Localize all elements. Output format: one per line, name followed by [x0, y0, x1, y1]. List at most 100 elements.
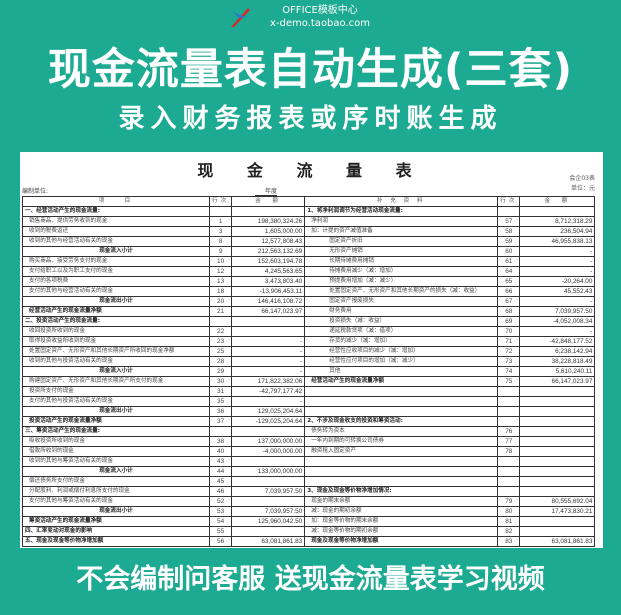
item-label[interactable]: 现金流出小计 — [22, 406, 210, 417]
line-number[interactable]: 45 — [208, 476, 233, 487]
amount[interactable]: 152,603,194.78 — [231, 256, 306, 267]
supplement-label[interactable]: 处置固定资产、无形资产和其他长期资产的损失（减：收益） — [304, 286, 499, 297]
line-number[interactable]: 79 — [497, 496, 521, 507]
line-number[interactable]: 77 — [497, 436, 521, 447]
line-number[interactable]: 36 — [208, 406, 233, 417]
amount[interactable]: - — [519, 296, 596, 307]
line-number[interactable]: 59 — [497, 236, 521, 247]
amount[interactable]: 63,081,861.83 — [231, 536, 306, 547]
line-number[interactable] — [497, 206, 521, 217]
amount[interactable]: 198,380,324.26 — [231, 216, 306, 227]
line-number[interactable]: 78 — [497, 446, 521, 457]
line-number[interactable] — [208, 426, 233, 437]
supplement-label[interactable] — [304, 466, 499, 477]
supplement-label[interactable]: 加：计提的资产减值准备 — [304, 226, 499, 237]
amount[interactable] — [519, 396, 596, 407]
line-number[interactable]: 43 — [208, 456, 233, 467]
amount[interactable] — [231, 316, 306, 327]
line-number[interactable]: 80 — [497, 506, 521, 517]
item-label[interactable]: 五、现金及现金等价物净增加额 — [22, 536, 210, 547]
line-number[interactable]: 83 — [497, 536, 521, 547]
line-number[interactable]: 1 — [208, 216, 233, 227]
supplement-label[interactable]: 3、现金及现金等价物净增加情况: — [304, 486, 499, 497]
amount[interactable] — [231, 426, 306, 437]
amount[interactable]: - — [231, 356, 306, 367]
line-number[interactable]: 20 — [208, 296, 233, 307]
amount[interactable]: -42,848,177.52 — [519, 336, 596, 347]
amount[interactable] — [231, 206, 306, 217]
supplement-label[interactable] — [304, 396, 499, 407]
line-number[interactable]: 76 — [497, 426, 521, 437]
amount[interactable]: - — [519, 246, 596, 257]
line-number[interactable]: 75 — [497, 376, 521, 387]
amount[interactable]: - — [231, 346, 306, 357]
supplement-label[interactable]: 净利润 — [304, 216, 499, 227]
supplement-label[interactable]: 预提费用增加（减：减少） — [304, 276, 499, 287]
line-number[interactable]: 23 — [208, 336, 233, 347]
amount[interactable]: 137,000,000.00 — [231, 436, 306, 447]
item-label[interactable]: 购买商品、接受劳务支付的现金 — [22, 256, 210, 267]
line-number[interactable] — [497, 386, 521, 397]
line-number[interactable]: 21 — [208, 306, 233, 317]
amount[interactable] — [519, 456, 596, 467]
line-number[interactable]: 12 — [208, 266, 233, 277]
item-label[interactable]: 支付给职工以及为职工支付的现金 — [22, 266, 210, 277]
supplement-label[interactable]: 递延税款贷项（减：借项） — [304, 326, 499, 337]
line-number[interactable] — [497, 396, 521, 407]
item-label[interactable]: 支付的其他与筹资活动有关的现金 — [22, 496, 210, 507]
amount[interactable]: 3,473,803.40 — [231, 276, 306, 287]
line-number[interactable]: 56 — [208, 536, 233, 547]
supplement-label[interactable]: 减：现金的期初余额 — [304, 506, 499, 517]
supplement-label[interactable]: 减：现金等价物的期初余额 — [304, 526, 499, 537]
supplement-label[interactable]: 经营性应付项目的增加（减：减少） — [304, 356, 499, 367]
line-number[interactable]: 30 — [208, 376, 233, 387]
line-number[interactable]: 71 — [497, 336, 521, 347]
amount[interactable] — [231, 476, 306, 487]
line-number[interactable]: 69 — [497, 316, 521, 327]
supplement-label[interactable]: 财务费用 — [304, 306, 499, 317]
line-number[interactable]: 46 — [208, 486, 233, 497]
line-number[interactable] — [208, 206, 233, 217]
item-label[interactable]: 四、汇率变动对现金的影响 — [22, 526, 210, 537]
item-label[interactable]: 现金流出小计 — [22, 506, 210, 517]
line-number[interactable]: 72 — [497, 346, 521, 357]
amount[interactable] — [519, 516, 596, 527]
line-number[interactable]: 55 — [208, 526, 233, 537]
amount[interactable]: 5,610,240.11 — [519, 366, 596, 377]
line-number[interactable]: 31 — [208, 386, 233, 397]
item-label[interactable]: 借款所收到的现金 — [22, 446, 210, 457]
amount[interactable]: 45,552.43 — [519, 286, 596, 297]
line-number[interactable]: 35 — [208, 396, 233, 407]
line-number[interactable]: 25 — [208, 346, 233, 357]
amount[interactable]: 1,605,000.00 — [231, 226, 306, 237]
amount[interactable]: 12,577,808.43 — [231, 236, 306, 247]
line-number[interactable] — [497, 486, 521, 497]
supplement-label[interactable]: 投资损失（减：收益） — [304, 316, 499, 327]
supplement-label[interactable]: 债务转为资本 — [304, 426, 499, 437]
supplement-label[interactable] — [304, 456, 499, 467]
line-number[interactable]: 3 — [208, 226, 233, 237]
item-label[interactable]: 收到的其他与筹资活动有关的现金 — [22, 456, 210, 467]
supplement-label[interactable]: 现金的期末余额 — [304, 496, 499, 507]
supplement-label[interactable]: 2、不涉及现金收支的投资和筹资活动: — [304, 416, 499, 427]
amount[interactable]: -20,264.00 — [519, 276, 596, 287]
amount[interactable] — [519, 476, 596, 487]
supplement-label[interactable]: 1、将净利润调节为经营活动现金流量: — [304, 206, 499, 217]
amount[interactable] — [519, 436, 596, 447]
amount[interactable]: 46,955,838.13 — [519, 236, 596, 247]
item-label[interactable]: 投资所支付的现金 — [22, 386, 210, 397]
line-number[interactable]: 64 — [497, 266, 521, 277]
line-number[interactable]: 37 — [208, 416, 233, 427]
item-label[interactable]: 筹资活动产生的现金流量净额 — [22, 516, 210, 527]
amount[interactable]: - — [231, 336, 306, 347]
item-label[interactable]: 购建固定资产、无形资产和其他长期资产所支付的现金 — [22, 376, 210, 387]
amount[interactable]: 133,000,000.00 — [231, 466, 306, 477]
item-label[interactable]: 支付的各项税费 — [22, 276, 210, 287]
amount[interactable]: 66,147,023.97 — [519, 376, 596, 387]
supplement-label[interactable]: 待摊费用减少（减：增加） — [304, 266, 499, 277]
line-number[interactable] — [497, 466, 521, 477]
supplement-label[interactable] — [304, 406, 499, 417]
line-number[interactable]: 53 — [208, 506, 233, 517]
amount[interactable]: 212,563,132.69 — [231, 246, 306, 257]
amount[interactable] — [231, 326, 306, 337]
